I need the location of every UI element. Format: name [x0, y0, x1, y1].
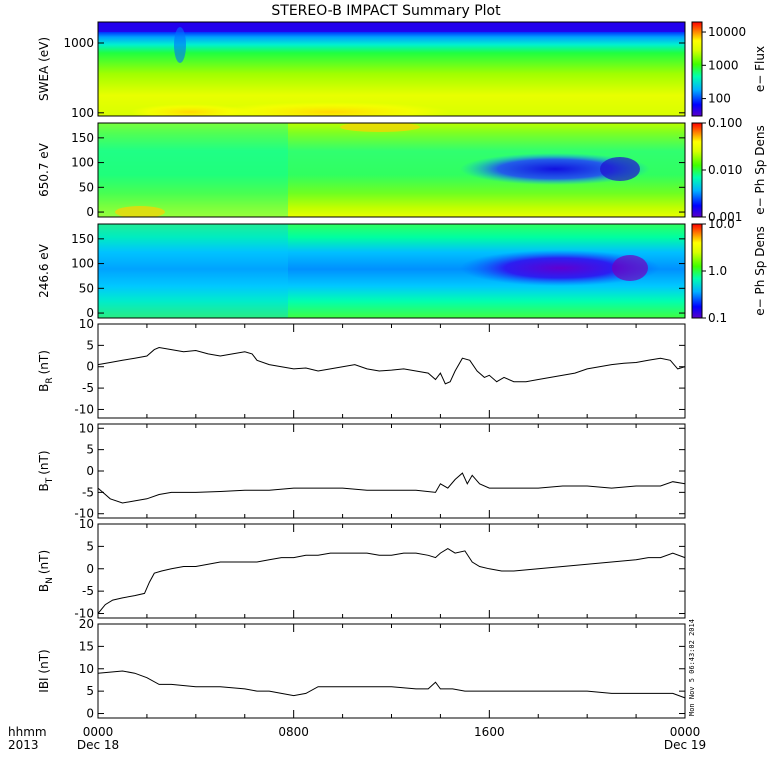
y-tick-label: 10	[79, 317, 94, 331]
y-tick-label: 15	[79, 639, 94, 653]
y-tick-label: 0	[86, 464, 94, 478]
panel-650ev: 150 100 50 0 650.7 eV 0.100 0.010 0.001 e− Ph…	[37, 116, 767, 224]
y-tick-label: 0	[86, 205, 94, 219]
y-tick-label: 150	[71, 232, 94, 246]
y-tick-label: 20	[79, 617, 94, 631]
plot-timestamp: Mon Nov 5 06:43:02 2014	[688, 619, 696, 716]
y-tick-label: 100	[71, 156, 94, 170]
y-tick-label: 10	[79, 517, 94, 531]
y-tick-label: -10	[74, 507, 94, 521]
swea-spectrogram	[98, 22, 685, 116]
y-tick-label: 100	[71, 106, 94, 120]
panel-swea: 1000 100 SWEA (eV) 10000 1000 100 e− Flux	[37, 21, 767, 120]
swea-colorbar-ticks: 10000 1000 100	[702, 25, 746, 106]
bt-y-label: BT(nT)	[37, 450, 55, 491]
bn-x-ticks	[97, 524, 686, 618]
br-series-line	[97, 346, 686, 385]
p650-colorbar-label: e− Ph Sp Dens	[753, 125, 767, 214]
y-tick-label: -10	[74, 607, 94, 621]
swea-colorbar-label: e− Flux	[753, 46, 767, 92]
panel-246ev: 150 100 50 0 246.6 eV 10.0 1.0 0.1 e− Ph Sp D…	[37, 217, 767, 325]
panel-br: 10 5 0 -5 -10 BR(nT)	[37, 317, 686, 419]
colorbar-tick-label: 0.010	[708, 163, 742, 177]
p246-y-ticks: 150 100 50 0	[71, 232, 685, 320]
y-tick-label: 50	[79, 180, 94, 194]
time-tick-date: Dec 19	[664, 738, 706, 752]
time-tick-label: 0800	[278, 725, 309, 739]
p246-colorbar-ticks: 10.0 1.0 0.1	[702, 217, 735, 325]
y-tick-label: 0	[86, 306, 94, 320]
y-tick-label: -5	[82, 485, 94, 499]
panel-bmag: 20 15 10 5 0 IBI (nT) Mon Nov 5 06:43:02 201…	[37, 617, 696, 721]
br-x-ticks	[97, 324, 686, 418]
colorbar-tick-label: 1.0	[708, 264, 727, 278]
p246-colorbar	[691, 223, 703, 319]
bt-y-ticks: 10 5 0 -5 -10	[74, 421, 685, 521]
p650-y-label: 650.7 eV	[37, 142, 51, 197]
y-tick-label: 0	[86, 707, 94, 721]
y-tick-label: 5	[86, 443, 94, 457]
y-tick-label: -5	[82, 584, 94, 598]
time-tick-label: 0000	[670, 725, 701, 739]
time-tick-date: Dec 18	[77, 738, 119, 752]
br-y-ticks: 10 5 0 -5 -10	[74, 317, 685, 416]
swea-y-label: SWEA (eV)	[37, 37, 51, 101]
y-tick-label: 5	[86, 684, 94, 698]
br-y-label: BR(nT)	[37, 350, 55, 392]
colorbar-tick-label: 0.1	[708, 311, 727, 325]
colorbar-tick-label: 0.001	[708, 210, 742, 224]
y-tick-label: 10	[79, 662, 94, 676]
y-tick-label: 0	[86, 562, 94, 576]
y-tick-label: 0	[86, 360, 94, 374]
bn-y-label: BN(nT)	[37, 550, 55, 592]
time-axis-row-label-1: hhmm	[8, 725, 47, 739]
colorbar-tick-label: 100	[708, 92, 731, 106]
swea-colorbar	[691, 21, 703, 117]
bn-y-ticks: 10 5 0 -5 -10	[74, 517, 685, 621]
panel-bt: 10 5 0 -5 -10 BT(nT)	[37, 421, 686, 521]
y-tick-label: 5	[86, 338, 94, 352]
panel-bn: 10 5 0 -5 -10 BN(nT)	[37, 517, 686, 621]
time-axis-row-label-2: 2013	[8, 738, 39, 752]
p246-y-label: 246.6 eV	[37, 243, 51, 298]
y-tick-label: 5	[86, 539, 94, 553]
y-tick-label: 50	[79, 281, 94, 295]
figure-title: STEREO-B IMPACT Summary Plot	[271, 3, 501, 19]
bt-x-ticks	[97, 424, 686, 518]
time-tick-label: 1600	[474, 725, 505, 739]
colorbar-tick-label: 10000	[708, 25, 746, 39]
y-tick-label: -5	[82, 381, 94, 395]
bmag-series-line	[97, 670, 686, 699]
p246-colorbar-label: e− Ph Sp Dens	[753, 226, 767, 315]
y-tick-label: 10	[79, 421, 94, 435]
bmag-y-label: IBI (nT)	[37, 649, 51, 692]
colorbar-tick-label: 1000	[708, 58, 739, 72]
bn-series-line	[97, 548, 686, 614]
colorbar-tick-label: 10.0	[708, 217, 735, 231]
p650-colorbar-ticks: 0.100 0.010 0.001	[702, 116, 742, 224]
time-tick-label: 0000	[83, 725, 114, 739]
y-tick-label: -10	[74, 402, 94, 416]
y-tick-label: 1000	[63, 36, 94, 50]
p650-y-ticks: 150 100 50 0	[71, 131, 685, 219]
swea-y-ticks: 1000 100	[63, 36, 685, 120]
y-tick-label: 150	[71, 131, 94, 145]
colorbar-tick-label: 0.100	[708, 116, 742, 130]
bmag-x-ticks	[97, 624, 686, 718]
y-tick-label: 100	[71, 257, 94, 271]
bt-series-line	[97, 472, 686, 504]
p650-colorbar	[691, 122, 703, 218]
bmag-y-ticks: 20 15 10 5 0	[79, 617, 685, 721]
